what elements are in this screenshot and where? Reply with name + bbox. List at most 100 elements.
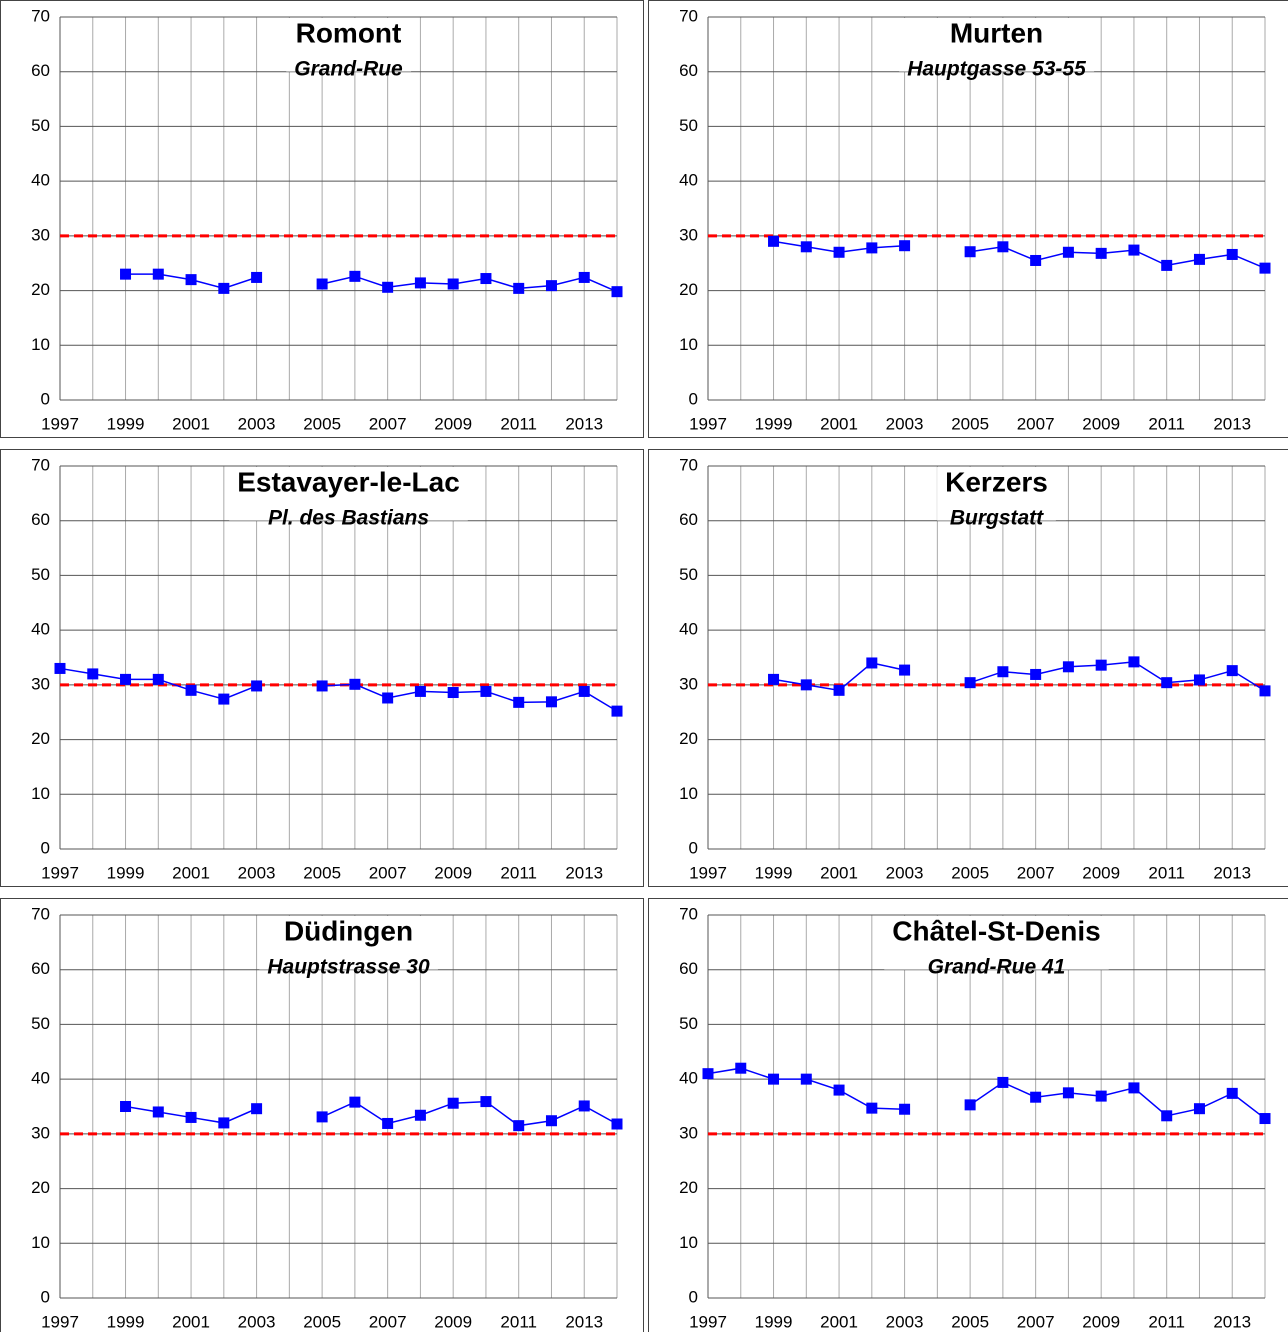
- y-tick-label: 50: [31, 565, 50, 584]
- y-tick-label: 40: [31, 171, 50, 190]
- chart-panel: 0 10 20 30 40 50 60 70 1997 1999 2001 2003 2005 2007 2…: [0, 898, 644, 1332]
- title-backdrop: [229, 467, 468, 521]
- data-point: [866, 242, 878, 254]
- title-backdrop: [286, 18, 412, 72]
- x-tick-label: 1999: [107, 863, 145, 882]
- x-tick-label: 1999: [755, 414, 793, 433]
- y-tick-label: 0: [689, 838, 698, 857]
- data-point: [414, 277, 426, 289]
- x-tick-label: 2005: [303, 414, 341, 433]
- y-tick-label: 70: [679, 6, 698, 25]
- data-point: [800, 679, 812, 691]
- data-point: [185, 274, 197, 286]
- data-point: [611, 705, 623, 717]
- x-tick-label: 2011: [500, 414, 537, 433]
- data-point: [218, 282, 230, 294]
- x-tick-label: 2013: [565, 1312, 603, 1331]
- data-point: [513, 1120, 525, 1132]
- data-point: [480, 685, 492, 697]
- y-tick-label: 10: [679, 1233, 698, 1252]
- data-point: [382, 281, 394, 293]
- data-point: [899, 240, 911, 252]
- x-tick-label: 2001: [820, 414, 858, 433]
- data-point: [1062, 1087, 1074, 1099]
- title-backdrop: [937, 467, 1056, 521]
- data-point: [1161, 1110, 1173, 1122]
- y-tick-label: 10: [679, 335, 698, 354]
- y-tick-label: 60: [31, 61, 50, 80]
- x-tick-label: 1997: [689, 414, 727, 433]
- data-point: [152, 673, 164, 685]
- y-tick-label: 0: [689, 1287, 698, 1306]
- y-tick-label: 50: [31, 1014, 50, 1033]
- title-backdrop: [899, 18, 1095, 72]
- chart-subtitle: Hauptstrasse 30: [267, 956, 430, 979]
- x-tick-label: 2009: [1082, 1312, 1120, 1331]
- chart-title: Romont: [296, 17, 402, 48]
- x-tick-label: 2013: [1213, 414, 1251, 433]
- data-point: [768, 1073, 780, 1085]
- y-tick-label: 0: [41, 838, 50, 857]
- data-point: [1095, 1090, 1107, 1102]
- data-point: [800, 1073, 812, 1085]
- data-point: [349, 270, 361, 282]
- y-tick-label: 20: [31, 280, 50, 299]
- data-point: [414, 685, 426, 697]
- data-point: [1193, 1103, 1205, 1115]
- x-tick-label: 2009: [434, 414, 472, 433]
- data-point: [120, 1101, 132, 1112]
- data-point: [997, 666, 1009, 678]
- x-tick-label: 1999: [107, 414, 145, 433]
- x-tick-label: 2013: [565, 414, 603, 433]
- y-tick-label: 0: [689, 389, 698, 408]
- chart-subtitle: Burgstatt: [950, 507, 1044, 530]
- y-tick-label: 70: [31, 455, 50, 474]
- x-tick-label: 2009: [1082, 414, 1120, 433]
- data-point: [833, 1084, 845, 1096]
- y-tick-label: 50: [31, 116, 50, 135]
- y-tick-label: 20: [31, 729, 50, 748]
- x-tick-label: 2005: [951, 863, 989, 882]
- y-tick-label: 30: [31, 1123, 50, 1142]
- y-tick-label: 30: [679, 1123, 698, 1142]
- data-point: [54, 662, 66, 674]
- data-point: [251, 271, 263, 283]
- chart-panel: 0 10 20 30 40 50 60 70 1997 1999 2001 2003 2005 2007 2…: [648, 0, 1288, 438]
- panel-border: [648, 898, 1288, 1332]
- x-tick-label: 2007: [1017, 1312, 1055, 1331]
- data-point: [1062, 246, 1074, 258]
- y-tick-label: 10: [31, 335, 50, 354]
- data-point: [1030, 254, 1042, 266]
- y-tick-label: 20: [31, 1178, 50, 1197]
- chart-title: Châtel-St-Denis: [892, 915, 1100, 946]
- data-point: [702, 1068, 714, 1080]
- data-point: [1128, 656, 1140, 668]
- data-point: [414, 1109, 426, 1121]
- x-tick-label: 2007: [1017, 414, 1055, 433]
- data-point: [152, 268, 164, 280]
- data-point: [316, 1111, 328, 1123]
- chart-panel: 0 10 20 30 40 50 60 70 1997 1999 2001 2003 2005 2007 2…: [0, 0, 644, 438]
- data-point: [800, 241, 812, 253]
- y-tick-label: 40: [31, 620, 50, 639]
- data-point: [1095, 247, 1107, 259]
- y-tick-label: 70: [679, 455, 698, 474]
- x-tick-label: 1997: [41, 414, 79, 433]
- data-point: [349, 678, 361, 690]
- y-tick-label: 30: [679, 225, 698, 244]
- chart-title: Estavayer-le-Lac: [237, 466, 460, 497]
- chart-subtitle: Grand-Rue: [294, 58, 403, 81]
- data-point: [1193, 253, 1205, 265]
- data-point: [1161, 259, 1173, 271]
- y-tick-label: 40: [679, 1069, 698, 1088]
- x-tick-label: 2003: [238, 1312, 276, 1331]
- data-point: [833, 246, 845, 258]
- data-point: [1030, 1091, 1042, 1103]
- data-point: [513, 696, 525, 708]
- x-tick-label: 1999: [107, 1312, 145, 1331]
- y-tick-label: 60: [679, 61, 698, 80]
- y-tick-label: 50: [679, 565, 698, 584]
- data-point: [218, 693, 230, 705]
- data-point: [251, 680, 263, 692]
